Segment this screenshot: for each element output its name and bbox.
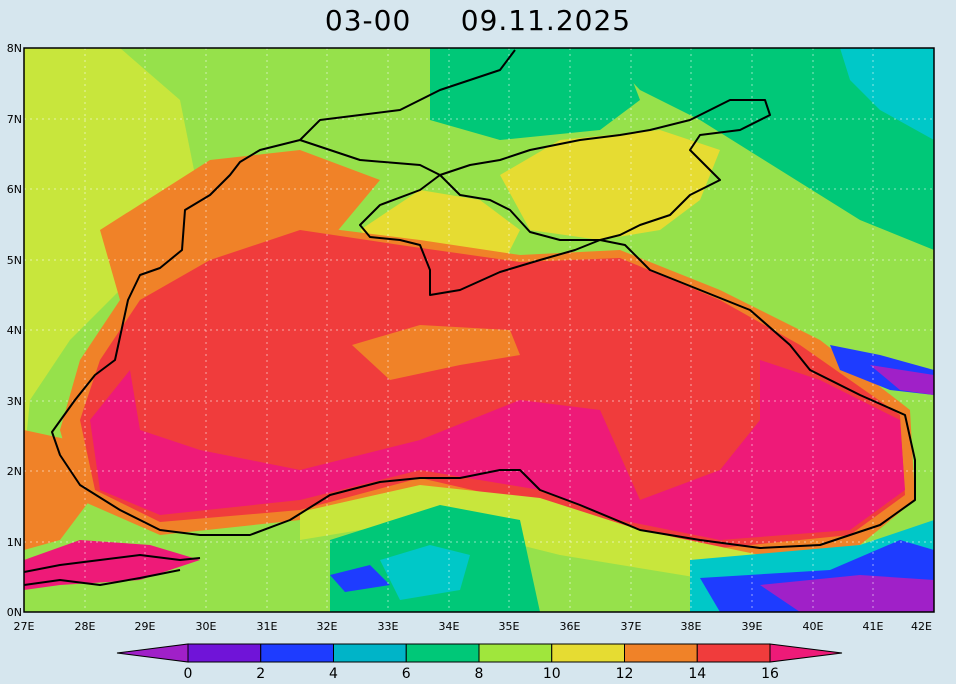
- colorbar-segment: [333, 643, 407, 663]
- colorbar-label: 2: [256, 666, 265, 682]
- lon-tick-label: 34E: [439, 620, 460, 633]
- colorbar-label: 16: [761, 666, 779, 682]
- marmara-coast: [24, 554, 201, 586]
- field-west-magenta: [90, 360, 905, 540]
- field-west-orange: [100, 150, 380, 300]
- colorbar-segment: [260, 643, 334, 663]
- colorbar-label: 12: [616, 666, 634, 682]
- field-se-purple: [760, 575, 934, 612]
- lat-ticks: 8N 7N 6N 5N 4N 3N 2N 1N 0N: [7, 42, 22, 619]
- colorbar-low-triangle: [116, 643, 189, 663]
- field-azov-yellow: [500, 130, 720, 240]
- colorbar-label: 0: [184, 666, 193, 682]
- colorbar-segment: [551, 643, 625, 663]
- lon-ticks: 27E 28E 29E 30E 31E 32E 33E 34E 35E 36E …: [14, 620, 933, 633]
- colorbar-segment: [405, 643, 480, 663]
- lat-tick-label: 1N: [7, 536, 22, 549]
- lat-tick-label: 6N: [7, 183, 22, 196]
- colorbar-label: 4: [329, 666, 338, 682]
- lon-tick-label: 33E: [378, 620, 399, 633]
- field-inner-orange: [352, 325, 520, 380]
- grid-lines: [24, 48, 934, 612]
- lon-tick-label: 39E: [742, 620, 763, 633]
- azov-coast: [439, 99, 771, 241]
- lat-tick-label: 5N: [7, 254, 22, 267]
- lat-tick-label: 4N: [7, 324, 22, 337]
- map-field: [24, 48, 934, 612]
- colorbar-segment: [624, 643, 698, 663]
- colorbar-segment: [478, 643, 553, 663]
- colorbar-segment: [696, 643, 771, 663]
- lat-tick-label: 8N: [7, 42, 22, 55]
- lon-tick-label: 42E: [911, 620, 932, 633]
- lon-tick-label: 32E: [317, 620, 338, 633]
- field-marmara: [24, 540, 200, 590]
- field-south-blue1: [330, 565, 390, 592]
- lon-tick-label: 38E: [681, 620, 702, 633]
- colorbar-label: 10: [543, 666, 561, 682]
- colorbar-label: 8: [475, 666, 484, 682]
- lon-tick-label: 40E: [803, 620, 824, 633]
- lon-tick-label: 37E: [621, 620, 642, 633]
- lon-tick-label: 36E: [560, 620, 581, 633]
- colorbar-label: 6: [402, 666, 411, 682]
- lon-tick-label: 35E: [499, 620, 520, 633]
- field-south-cyan: [380, 545, 470, 600]
- lon-tick-label: 27E: [14, 620, 35, 633]
- lat-tick-label: 0N: [7, 606, 22, 619]
- plot-border: [23, 47, 935, 613]
- lon-tick-label: 41E: [863, 620, 884, 633]
- field-ne-cyan: [840, 48, 934, 140]
- lat-tick-label: 2N: [7, 465, 22, 478]
- field-ne-teal: [600, 48, 934, 250]
- north-coast: [299, 49, 516, 141]
- coastline: [24, 49, 916, 586]
- field-sw-orange: [24, 430, 90, 550]
- lon-tick-label: 29E: [135, 620, 156, 633]
- colorbar-high-triangle: [769, 643, 843, 663]
- lat-tick-label: 7N: [7, 113, 22, 126]
- map-title: 03-00 09.11.2025: [324, 4, 632, 37]
- colorbar-label: 14: [688, 666, 706, 682]
- field-north-green: [430, 48, 640, 140]
- lon-tick-label: 31E: [257, 620, 278, 633]
- black-sea-coast: [51, 139, 916, 549]
- lon-tick-label: 28E: [75, 620, 96, 633]
- lat-tick-label: 3N: [7, 395, 22, 408]
- colorbar-segment: [187, 643, 262, 663]
- colorbar: 0 2 4 6 8 10 12 14 16: [116, 643, 843, 682]
- lon-tick-label: 30E: [196, 620, 217, 633]
- field-east-purple: [870, 365, 934, 395]
